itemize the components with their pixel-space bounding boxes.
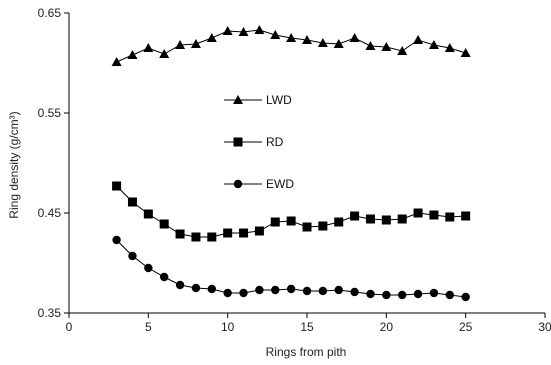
lwd-point bbox=[381, 42, 392, 51]
legend-item-ewd: EWD bbox=[224, 177, 294, 191]
lwd-point bbox=[159, 49, 170, 58]
ewd-point bbox=[239, 288, 248, 298]
rd-point bbox=[143, 209, 153, 219]
ewd-point bbox=[350, 287, 359, 297]
rd-point bbox=[461, 211, 471, 221]
lwd-point bbox=[365, 41, 376, 50]
lwd-point bbox=[317, 38, 328, 47]
legend: LWD RD EWD bbox=[224, 93, 294, 191]
lwd-point bbox=[286, 33, 297, 42]
lwd-point bbox=[238, 27, 249, 36]
x-tick-label: 5 bbox=[145, 320, 152, 334]
rd-point bbox=[127, 197, 137, 207]
lwd-point bbox=[143, 43, 154, 52]
rd-point bbox=[445, 212, 455, 222]
lwd-point bbox=[444, 43, 455, 52]
lwd-point bbox=[206, 33, 217, 42]
ewd-point bbox=[255, 285, 264, 295]
rd-point bbox=[413, 208, 423, 218]
x-axis-title: Rings from pith bbox=[266, 345, 347, 359]
legend-label: LWD bbox=[266, 93, 292, 107]
rd-point bbox=[270, 217, 280, 227]
y-tick-label: 0.45 bbox=[38, 206, 62, 220]
x-tick-label: 25 bbox=[459, 320, 473, 334]
ewd-point bbox=[334, 285, 343, 295]
rd-point bbox=[286, 216, 296, 226]
series-rd bbox=[112, 181, 471, 242]
ewd-point bbox=[382, 290, 391, 300]
axes: 0 5 10 15 20 25 30 0.35 0.45 0.55 0.65 bbox=[38, 6, 551, 334]
y-axis-title: Ring density (g/cm³) bbox=[7, 111, 21, 218]
legend-marker bbox=[233, 179, 243, 189]
ewd-point bbox=[223, 288, 232, 298]
lwd-point bbox=[428, 40, 439, 49]
ewd-point bbox=[461, 292, 470, 302]
ewd-point bbox=[445, 290, 454, 300]
ewd-point bbox=[398, 290, 407, 300]
rd-point bbox=[318, 221, 328, 231]
legend-label: RD bbox=[266, 135, 284, 149]
lwd-point bbox=[127, 50, 138, 59]
y-tick-label: 0.35 bbox=[38, 306, 62, 320]
rd-point bbox=[334, 217, 344, 227]
ewd-point bbox=[175, 280, 185, 290]
lwd-point bbox=[349, 33, 360, 42]
ewd-point bbox=[302, 286, 312, 296]
legend-item-lwd: LWD bbox=[224, 93, 292, 107]
rd-point bbox=[397, 214, 407, 224]
lwd-point bbox=[333, 39, 344, 48]
ewd-point bbox=[271, 285, 280, 295]
rd-point bbox=[429, 210, 439, 220]
ewd-point bbox=[128, 251, 137, 261]
series-rd-line bbox=[116, 185, 466, 238]
ewd-point bbox=[160, 272, 169, 282]
x-tick-label: 30 bbox=[538, 320, 551, 334]
legend-label: EWD bbox=[266, 177, 294, 191]
lwd-point bbox=[270, 30, 281, 39]
series-lwd bbox=[111, 25, 471, 66]
lwd-point bbox=[397, 46, 408, 55]
rd-point bbox=[191, 232, 201, 242]
series-layer bbox=[111, 25, 471, 302]
rd-point bbox=[302, 222, 312, 232]
rd-point bbox=[254, 226, 264, 236]
lwd-point bbox=[190, 39, 201, 48]
lwd-point bbox=[413, 35, 424, 44]
lwd-point bbox=[302, 35, 312, 44]
ewd-point bbox=[191, 283, 201, 293]
legend-marker bbox=[233, 95, 243, 104]
rd-point bbox=[365, 214, 375, 224]
rd-point bbox=[381, 215, 391, 225]
legend-marker bbox=[233, 137, 243, 147]
x-tick-label: 15 bbox=[300, 320, 314, 334]
lwd-point bbox=[111, 57, 122, 66]
rd-point bbox=[207, 232, 217, 242]
ewd-point bbox=[429, 288, 439, 298]
y-tick-label: 0.65 bbox=[38, 6, 62, 20]
lwd-point bbox=[175, 40, 186, 49]
x-tick-label: 20 bbox=[380, 320, 394, 334]
y-tick-label: 0.55 bbox=[38, 106, 62, 120]
rd-point bbox=[239, 228, 249, 238]
ewd-point bbox=[366, 289, 375, 299]
legend-item-rd: RD bbox=[224, 135, 284, 149]
rd-point bbox=[112, 181, 122, 191]
lwd-point bbox=[222, 26, 233, 35]
ewd-point bbox=[413, 289, 423, 299]
ewd-point bbox=[286, 284, 296, 294]
rd-point bbox=[223, 228, 233, 238]
rd-point bbox=[159, 219, 169, 229]
series-ewd bbox=[112, 235, 470, 302]
rd-point bbox=[175, 229, 185, 239]
x-tick-label: 10 bbox=[221, 320, 235, 334]
ewd-point bbox=[207, 284, 216, 294]
lwd-point bbox=[460, 48, 471, 57]
x-tick-label: 0 bbox=[66, 320, 73, 334]
ewd-point bbox=[318, 286, 328, 296]
ewd-point bbox=[144, 263, 153, 273]
lwd-point bbox=[254, 25, 265, 34]
rd-point bbox=[350, 211, 360, 221]
ewd-point bbox=[112, 235, 121, 245]
